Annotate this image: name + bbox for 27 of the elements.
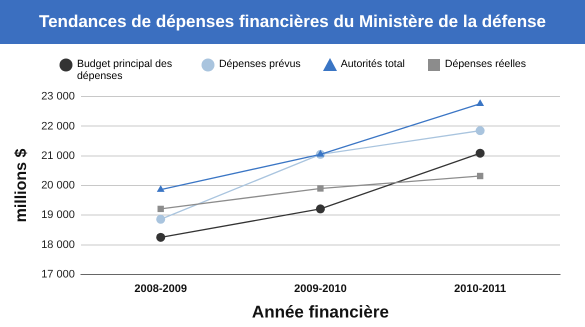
y-tick-label: 20 000 bbox=[41, 180, 75, 192]
x-axis-title: Année financière bbox=[252, 302, 389, 322]
point bbox=[156, 232, 166, 242]
x-tick-label: 2009-2010 bbox=[294, 283, 347, 296]
x-tick-label: 2008-2009 bbox=[134, 283, 188, 296]
y-tick-label: 19 000 bbox=[41, 209, 75, 222]
point bbox=[158, 206, 164, 212]
legend-label: Budget principal des dépenses bbox=[76, 58, 174, 82]
point bbox=[476, 148, 485, 158]
y-tick-label: 18 000 bbox=[41, 238, 75, 251]
point bbox=[156, 185, 165, 192]
point bbox=[317, 185, 324, 192]
y-tick-label: 21 000 bbox=[41, 150, 75, 162]
y-tick-label: 17 000 bbox=[41, 268, 75, 280]
point bbox=[476, 99, 484, 106]
x-tick-label: 2010-2011 bbox=[454, 283, 506, 296]
y-axis-title: millions $ bbox=[13, 148, 30, 222]
point bbox=[316, 204, 325, 214]
chart-title: Tendances de dépenses financières du Ministère de la défense bbox=[0, 0, 585, 44]
legend-label: Dépenses réelles bbox=[444, 58, 526, 70]
y-tick-label: 23 000 bbox=[41, 90, 75, 103]
legend-label: Dépenses prévus bbox=[218, 58, 301, 70]
legend-label: Autorités total bbox=[340, 58, 405, 70]
point bbox=[476, 172, 484, 180]
point bbox=[476, 126, 485, 136]
point bbox=[156, 214, 166, 224]
y-tick-label: 22 000 bbox=[41, 120, 75, 132]
